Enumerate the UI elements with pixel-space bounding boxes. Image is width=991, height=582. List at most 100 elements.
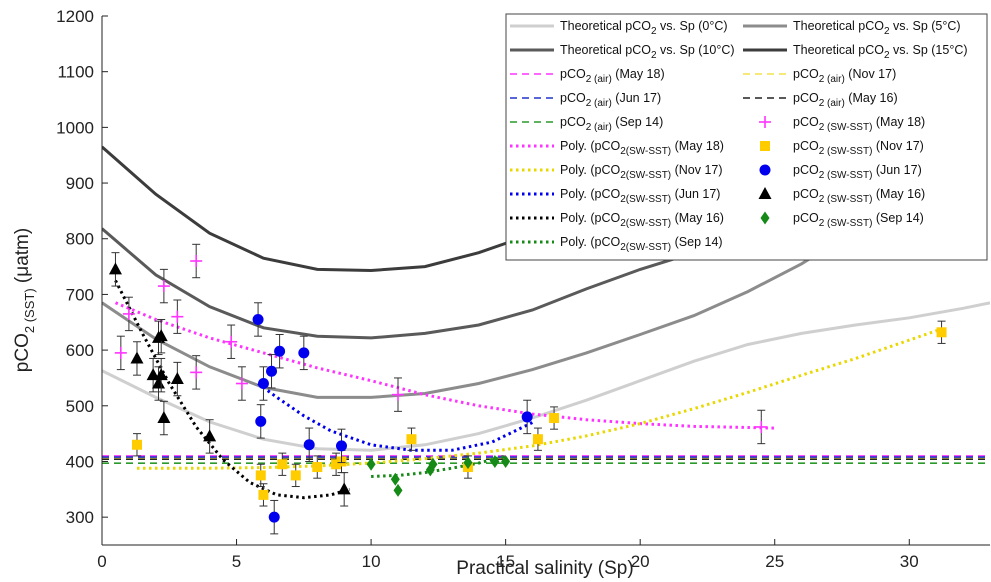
point-3-0 (108, 262, 122, 275)
point-4-0 (366, 457, 376, 471)
y-tick-label-1100: 1100 (57, 63, 94, 82)
legend-label-text: Poly. (pCO (560, 211, 620, 225)
legend-label-suffix: (Nov 17) (671, 163, 722, 177)
poly-fit-0 (114, 301, 775, 430)
point-2-3 (266, 365, 278, 377)
theoretical-curve-0 (102, 301, 990, 452)
legend-label-suffix: (Nov 17) (845, 67, 896, 81)
point-2-5 (274, 345, 286, 357)
point-4-7 (501, 454, 511, 468)
point-3-8 (170, 372, 184, 385)
legend-label-suffix: vs. Sp (10°C) (657, 43, 735, 57)
y-axis-label: pCO2 (SST) (μatm) (12, 228, 37, 372)
legend-label-suffix: (May 16) (845, 91, 898, 105)
legend-swatch-17 (760, 211, 770, 225)
legend-label-text: Poly. (pCO (560, 139, 620, 153)
legend-label-suffix: (Jun 17) (671, 187, 720, 201)
point-4-1 (390, 472, 400, 486)
point-1-5 (312, 462, 323, 473)
point-3-9 (203, 429, 217, 442)
y-tick-label-1200: 1200 (56, 7, 94, 26)
legend-label-1: Theoretical pCO2 vs. Sp (5°C) (793, 19, 961, 37)
legend-swatch-13 (759, 164, 771, 176)
legend-label-suffix: (Jun 17) (872, 163, 921, 177)
theoretical-curve-3 (102, 145, 520, 273)
point-0-0 (114, 346, 127, 359)
legend-label-text: Theoretical pCO (560, 43, 651, 57)
legend-label-14: Poly. (pCO2(SW-SST) (Jun 17) (560, 187, 720, 205)
x-tick-label-10: 10 (362, 552, 381, 571)
point-3-6 (154, 329, 168, 342)
legend-label-suffix: (Jun 17) (612, 91, 661, 105)
legend-item-8: pCO2 (air) (Sep 14) (510, 115, 663, 133)
x-tick-label-15: 15 (496, 552, 515, 571)
legend-label-0: Theoretical pCO2 vs. Sp (0°C) (560, 19, 728, 37)
legend-label-17: pCO2 (SW-SST) (Sep 14) (793, 211, 924, 229)
point-1-1 (255, 470, 266, 481)
theoretical-curve-2 (102, 227, 722, 340)
legend-swatch-9 (759, 116, 771, 128)
legend-item-0: Theoretical pCO2 vs. Sp (0°C) (510, 19, 728, 37)
legend-label-text: pCO (793, 115, 819, 129)
legend-label-subscript: 2 (air) (819, 74, 845, 85)
point-1-0 (131, 439, 142, 450)
point-3-1 (130, 351, 144, 364)
point-4-5 (463, 456, 473, 470)
legend-label-suffix: (Nov 17) (872, 139, 923, 153)
legend-label-text: pCO (793, 139, 819, 153)
legend-label-subscript: 2 (SW-SST) (819, 218, 873, 229)
legend-label-subscript: 2 (SW-SST) (819, 170, 873, 181)
legend: Theoretical pCO2 vs. Sp (0°C) Theoretical… (505, 13, 988, 261)
point-1-8 (406, 434, 417, 445)
legend-item-7: pCO2 (air) (May 16) (743, 91, 898, 109)
legend-label-15: pCO2 (SW-SST) (May 16) (793, 187, 925, 205)
legend-label-subscript: 2(SW-SST) (620, 218, 671, 229)
legend-label-subscript: 2 (air) (586, 122, 612, 133)
poly-fit-1 (137, 327, 943, 470)
point-3-7 (157, 411, 171, 424)
legend-label-subscript: 2 (air) (586, 98, 612, 109)
theoretical-curve-1 (102, 245, 830, 399)
legend-label-suffix: (May 18) (872, 115, 925, 129)
legend-item-4: pCO2 (air) (May 18) (510, 67, 665, 85)
legend-label-subscript: 2 (651, 26, 657, 37)
point-2-7 (303, 439, 315, 451)
legend-item-15: pCO2 (SW-SST) (May 16) (758, 187, 925, 205)
legend-item-6: pCO2 (air) (Jun 17) (510, 91, 661, 109)
legend-item-17: pCO2 (SW-SST) (Sep 14) (760, 211, 924, 229)
legend-label-12: Poly. (pCO2(SW-SST) (Nov 17) (560, 163, 723, 181)
point-4-6 (490, 454, 500, 468)
legend-item-9: pCO2 (SW-SST) (May 18) (759, 115, 925, 133)
legend-label-subscript: 2 (SW-SST) (819, 146, 873, 157)
point-0-7 (235, 377, 248, 390)
x-tick-label-30: 30 (900, 552, 919, 571)
legend-label-2: Theoretical pCO2 vs. Sp (10°C) (560, 43, 735, 61)
legend-label-subscript: 2 (SW-SST) (819, 122, 873, 133)
point-1-3 (277, 459, 288, 470)
point-1-11 (549, 413, 560, 424)
point-2-6 (298, 347, 310, 359)
legend-label-text: Theoretical pCO (560, 19, 651, 33)
y-tick-label-800: 800 (66, 230, 94, 249)
legend-item-3: Theoretical pCO2 vs. Sp (15°C) (743, 43, 968, 61)
point-0-1 (122, 307, 135, 320)
plot-area (102, 145, 990, 535)
legend-item-1: Theoretical pCO2 vs. Sp (5°C) (743, 19, 961, 37)
point-4-4 (428, 457, 438, 471)
legend-item-12: Poly. (pCO2(SW-SST) (Nov 17) (510, 163, 723, 181)
y-tick-label-900: 900 (66, 174, 94, 193)
point-0-3 (171, 310, 184, 323)
x-axis-label: Practical salinity (Sp) (456, 558, 633, 579)
legend-label-7: pCO2 (air) (May 16) (793, 91, 898, 109)
point-0-2 (157, 280, 170, 293)
point-1-6 (331, 459, 342, 470)
legend-label-text: pCO (793, 187, 819, 201)
legend-label-suffix: vs. Sp (5°C) (890, 19, 961, 33)
point-2-2 (257, 378, 269, 390)
y-tick-label-500: 500 (66, 397, 94, 416)
x-tick-label-20: 20 (631, 552, 650, 571)
legend-label-subscript: 2 (SW-SST) (819, 194, 873, 205)
legend-label-subscript: 2 (884, 50, 890, 61)
legend-label-16: Poly. (pCO2(SW-SST) (May 16) (560, 211, 724, 229)
legend-item-11: pCO2 (SW-SST) (Nov 17) (760, 139, 924, 157)
